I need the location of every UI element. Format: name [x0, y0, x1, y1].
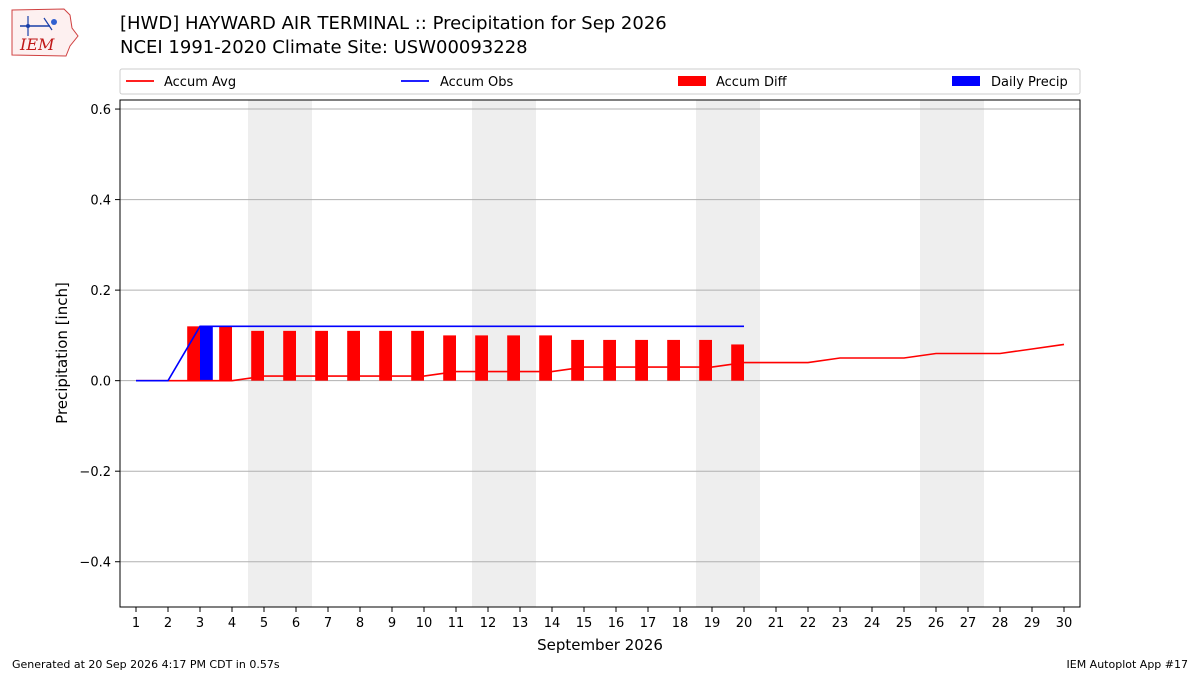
legend-box [119, 68, 1081, 95]
y-tick-label: 0.2 [90, 284, 111, 299]
y-tick-label: 0.0 [90, 375, 111, 390]
accum-diff-bar [379, 330, 392, 381]
accum-diff-bar [635, 339, 648, 381]
accum-avg-legend-label: Accum Avg [164, 75, 236, 90]
app-label: IEM Autoplot App #17 [1066, 658, 1189, 671]
x-tick-label: 9 [388, 616, 396, 631]
accum-diff-bar [187, 326, 200, 381]
x-tick-label: 19 [704, 616, 721, 631]
chart-subtitle: NCEI 1991-2020 Climate Site: USW00093228 [120, 37, 528, 58]
x-tick-label: 26 [928, 616, 945, 631]
accum-diff-bar [539, 335, 552, 381]
iem-logo: IEM [8, 6, 80, 58]
accum-diff-bar [315, 330, 328, 381]
x-tick-label: 18 [672, 616, 689, 631]
x-tick-label: 25 [896, 616, 913, 631]
x-tick-label: 24 [864, 616, 881, 631]
x-tick-label: 6 [292, 616, 300, 631]
x-tick-label: 14 [544, 616, 561, 631]
daily-precip-legend-swatch [952, 76, 980, 86]
accum-obs-legend-label: Accum Obs [440, 75, 513, 90]
x-tick-label: 10 [416, 616, 433, 631]
accum-diff-bar [219, 326, 232, 381]
y-axis-ticks: −0.4 −0.2 0.0 0.2 0.4 0.6 [79, 103, 120, 571]
y-tick-label: −0.2 [79, 465, 111, 480]
x-tick-label: 23 [832, 616, 849, 631]
chart-title: [HWD] HAYWARD AIR TERMINAL :: Precipitat… [120, 13, 667, 34]
x-tick-label: 30 [1056, 616, 1073, 631]
x-axis-ticks: 1 2 3 4 5 6 7 8 9 10 11 12 13 14 15 16 17 18 19 20 21 22 23 24 2… [132, 607, 1072, 631]
x-tick-label: 13 [512, 616, 529, 631]
y-axis-label: Precipitation [inch] [53, 282, 71, 424]
x-tick-label: 27 [960, 616, 977, 631]
generated-timestamp: Generated at 20 Sep 2026 4:17 PM CDT in … [12, 658, 280, 671]
x-tick-label: 7 [324, 616, 332, 631]
x-tick-label: 12 [480, 616, 497, 631]
y-tick-label: 0.6 [90, 103, 111, 118]
accum-diff-bar [443, 335, 456, 381]
legend: Accum Avg Accum Obs Accum Diff Daily Precip [119, 68, 1081, 95]
accum-diff-bar [251, 330, 264, 381]
accum-diff-legend-swatch [678, 76, 706, 86]
x-tick-label: 1 [132, 616, 140, 631]
accum-avg-line [136, 343, 1065, 382]
accum-diff-bar [603, 339, 616, 381]
accum-diff-bar [731, 344, 744, 381]
x-tick-label: 28 [992, 616, 1009, 631]
accum-diff-bar [411, 330, 424, 381]
y-tick-label: 0.4 [90, 194, 111, 209]
x-tick-label: 15 [576, 616, 593, 631]
y-tick-label: −0.4 [79, 556, 111, 571]
series-lines [136, 325, 1065, 382]
x-tick-label: 8 [356, 616, 364, 631]
accum-diff-bar [667, 339, 680, 381]
accum-diff-bar [699, 339, 712, 381]
accum-obs-line [136, 325, 744, 382]
x-tick-label: 16 [608, 616, 625, 631]
plot-frame [119, 99, 1081, 608]
grid-lines [120, 108, 1080, 563]
accum-diff-bar [347, 330, 360, 381]
x-tick-label: 4 [228, 616, 236, 631]
logo-text: IEM [19, 35, 55, 54]
accum-diff-bar [507, 335, 520, 381]
x-tick-label: 5 [260, 616, 268, 631]
x-tick-label: 11 [448, 616, 465, 631]
accum-diff-bar [283, 330, 296, 381]
x-tick-label: 20 [736, 616, 753, 631]
x-tick-label: 3 [196, 616, 204, 631]
iem-logo-graphic: IEM [11, 8, 79, 57]
bars [187, 326, 744, 381]
accum-diff-bar [475, 335, 488, 381]
x-tick-label: 17 [640, 616, 657, 631]
x-tick-label: 2 [164, 616, 172, 631]
x-tick-label: 22 [800, 616, 817, 631]
daily-precip-bar [200, 326, 213, 381]
accum-diff-legend-label: Accum Diff [716, 75, 788, 90]
x-tick-label: 29 [1024, 616, 1041, 631]
daily-precip-legend-label: Daily Precip [991, 75, 1068, 90]
accum-diff-bar [571, 339, 584, 381]
x-tick-label: 21 [768, 616, 785, 631]
x-axis-label: September 2026 [537, 636, 663, 654]
